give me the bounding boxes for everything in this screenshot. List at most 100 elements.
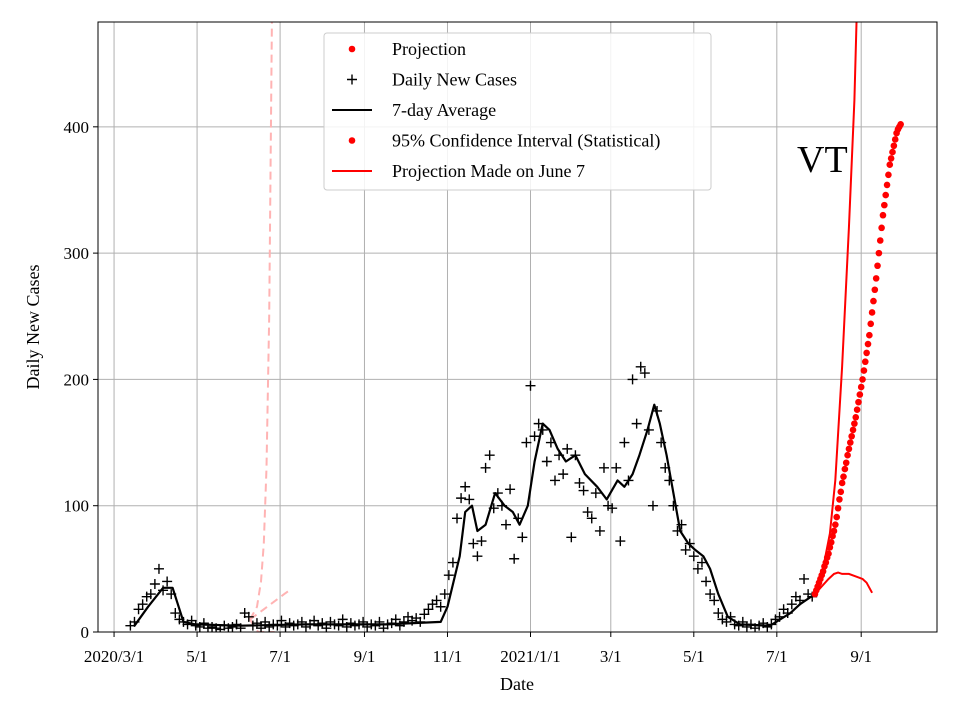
x-tick-label: 5/1 <box>186 647 208 666</box>
y-tick-label: 200 <box>64 370 90 389</box>
projection-dot <box>882 191 889 199</box>
projection-dot <box>855 398 862 406</box>
projection-dot <box>832 521 839 528</box>
projection-dot <box>871 286 879 294</box>
seven-day-average-line <box>133 403 816 627</box>
projection-dot <box>891 136 899 143</box>
daily-case-marker <box>170 608 181 619</box>
daily-case-marker <box>484 450 495 461</box>
daily-case-marker <box>207 621 218 632</box>
projection-dot <box>887 155 895 162</box>
legend-label: Projection Made on June 7 <box>392 161 585 181</box>
y-axis-ticks: 0 100 200 300 400 <box>64 118 98 642</box>
daily-case-marker <box>435 601 446 612</box>
x-tick-label: 3/1 <box>600 647 622 666</box>
projection-dot <box>844 451 851 459</box>
daily-case-marker <box>709 595 720 606</box>
projection-dot <box>833 513 841 521</box>
daily-case-marker <box>317 618 328 629</box>
projection-dot <box>841 465 849 473</box>
projection-dot <box>876 237 884 244</box>
legend-label: 7-day Average <box>392 100 496 120</box>
daily-case-marker <box>713 608 724 619</box>
projection-dot <box>852 414 860 421</box>
projection-dot <box>863 349 870 357</box>
daily-case-marker <box>137 599 148 610</box>
projection-dot <box>819 568 827 575</box>
y-tick-label: 300 <box>64 244 90 263</box>
daily-case-marker <box>464 494 475 505</box>
projection-dot <box>842 459 850 467</box>
x-tick-label: 11/1 <box>433 647 463 666</box>
daily-case-marker <box>786 599 797 610</box>
daily-case-marker <box>337 614 348 625</box>
projection-dot <box>840 473 847 480</box>
daily-case-marker <box>501 519 511 530</box>
projection-dot <box>883 181 891 189</box>
daily-case-marker <box>549 475 560 486</box>
daily-case-marker <box>705 589 716 600</box>
projection-dot <box>872 275 880 282</box>
x-tick-label: 2020/3/1 <box>84 647 144 666</box>
projection-dot <box>849 426 857 434</box>
projection-dot <box>889 148 896 156</box>
y-axis-label: Daily New Cases <box>23 265 43 390</box>
daily-case-marker <box>284 618 295 629</box>
projection-dot <box>822 559 830 566</box>
daily-case-marker <box>162 576 173 587</box>
daily-case-marker <box>141 591 152 602</box>
daily-case-marker <box>603 500 614 511</box>
daily-case-marker <box>688 551 699 562</box>
daily-case-marker <box>345 618 356 629</box>
daily-case-marker <box>264 621 275 632</box>
projection-dot <box>825 550 832 557</box>
x-tick-label: 9/1 <box>354 647 376 666</box>
projection-dot <box>879 211 887 219</box>
projection-dot <box>870 297 877 305</box>
projection-dot <box>837 488 845 496</box>
daily-case-marker <box>443 570 454 581</box>
projection-dot <box>859 376 866 383</box>
daily-case-marker <box>799 573 810 584</box>
projection-dot <box>864 340 872 348</box>
projection-dot <box>886 161 894 169</box>
daily-case-marker <box>582 507 593 518</box>
june7-projection-dashed-line <box>249 589 291 621</box>
daily-case-marker <box>692 563 703 574</box>
projection-dot <box>860 367 868 374</box>
projection-dot <box>845 445 853 453</box>
legend-label: Daily New Cases <box>392 70 517 90</box>
legend-plus-marker <box>347 74 357 85</box>
daily-case-marker <box>701 576 712 587</box>
daily-case-marker <box>452 513 463 524</box>
daily-case-marker <box>243 611 254 622</box>
daily-case-marker <box>721 616 732 627</box>
daily-case-marker <box>251 618 262 629</box>
daily-case-marker <box>133 604 144 615</box>
daily-case-marker <box>521 437 532 448</box>
plot-frame <box>97 21 938 633</box>
daily-case-marker <box>333 620 344 631</box>
daily-case-marker <box>619 437 630 448</box>
daily-case-marker <box>529 431 540 442</box>
daily-case-marker <box>566 532 577 543</box>
projection-dot <box>881 201 888 209</box>
legend-dot-marker <box>348 137 356 144</box>
projection-dot <box>848 432 855 440</box>
daily-case-marker <box>153 563 164 574</box>
projection-dot <box>897 120 904 128</box>
projection-dot <box>847 439 854 446</box>
x-tick-label: 2021/1/1 <box>500 647 560 666</box>
daily-case-marker <box>541 456 552 467</box>
daily-case-marker <box>664 475 675 486</box>
daily-case-marker <box>696 557 707 568</box>
daily-case-marker <box>419 609 430 620</box>
daily-case-marker <box>598 462 609 473</box>
x-tick-label: 5/1 <box>683 647 705 666</box>
projection-dot <box>830 527 838 535</box>
daily-case-marker <box>472 551 483 562</box>
projection-dot <box>878 224 885 232</box>
projection-dot <box>834 504 842 512</box>
daily-case-marker <box>627 374 638 385</box>
daily-case-marker <box>227 621 238 632</box>
